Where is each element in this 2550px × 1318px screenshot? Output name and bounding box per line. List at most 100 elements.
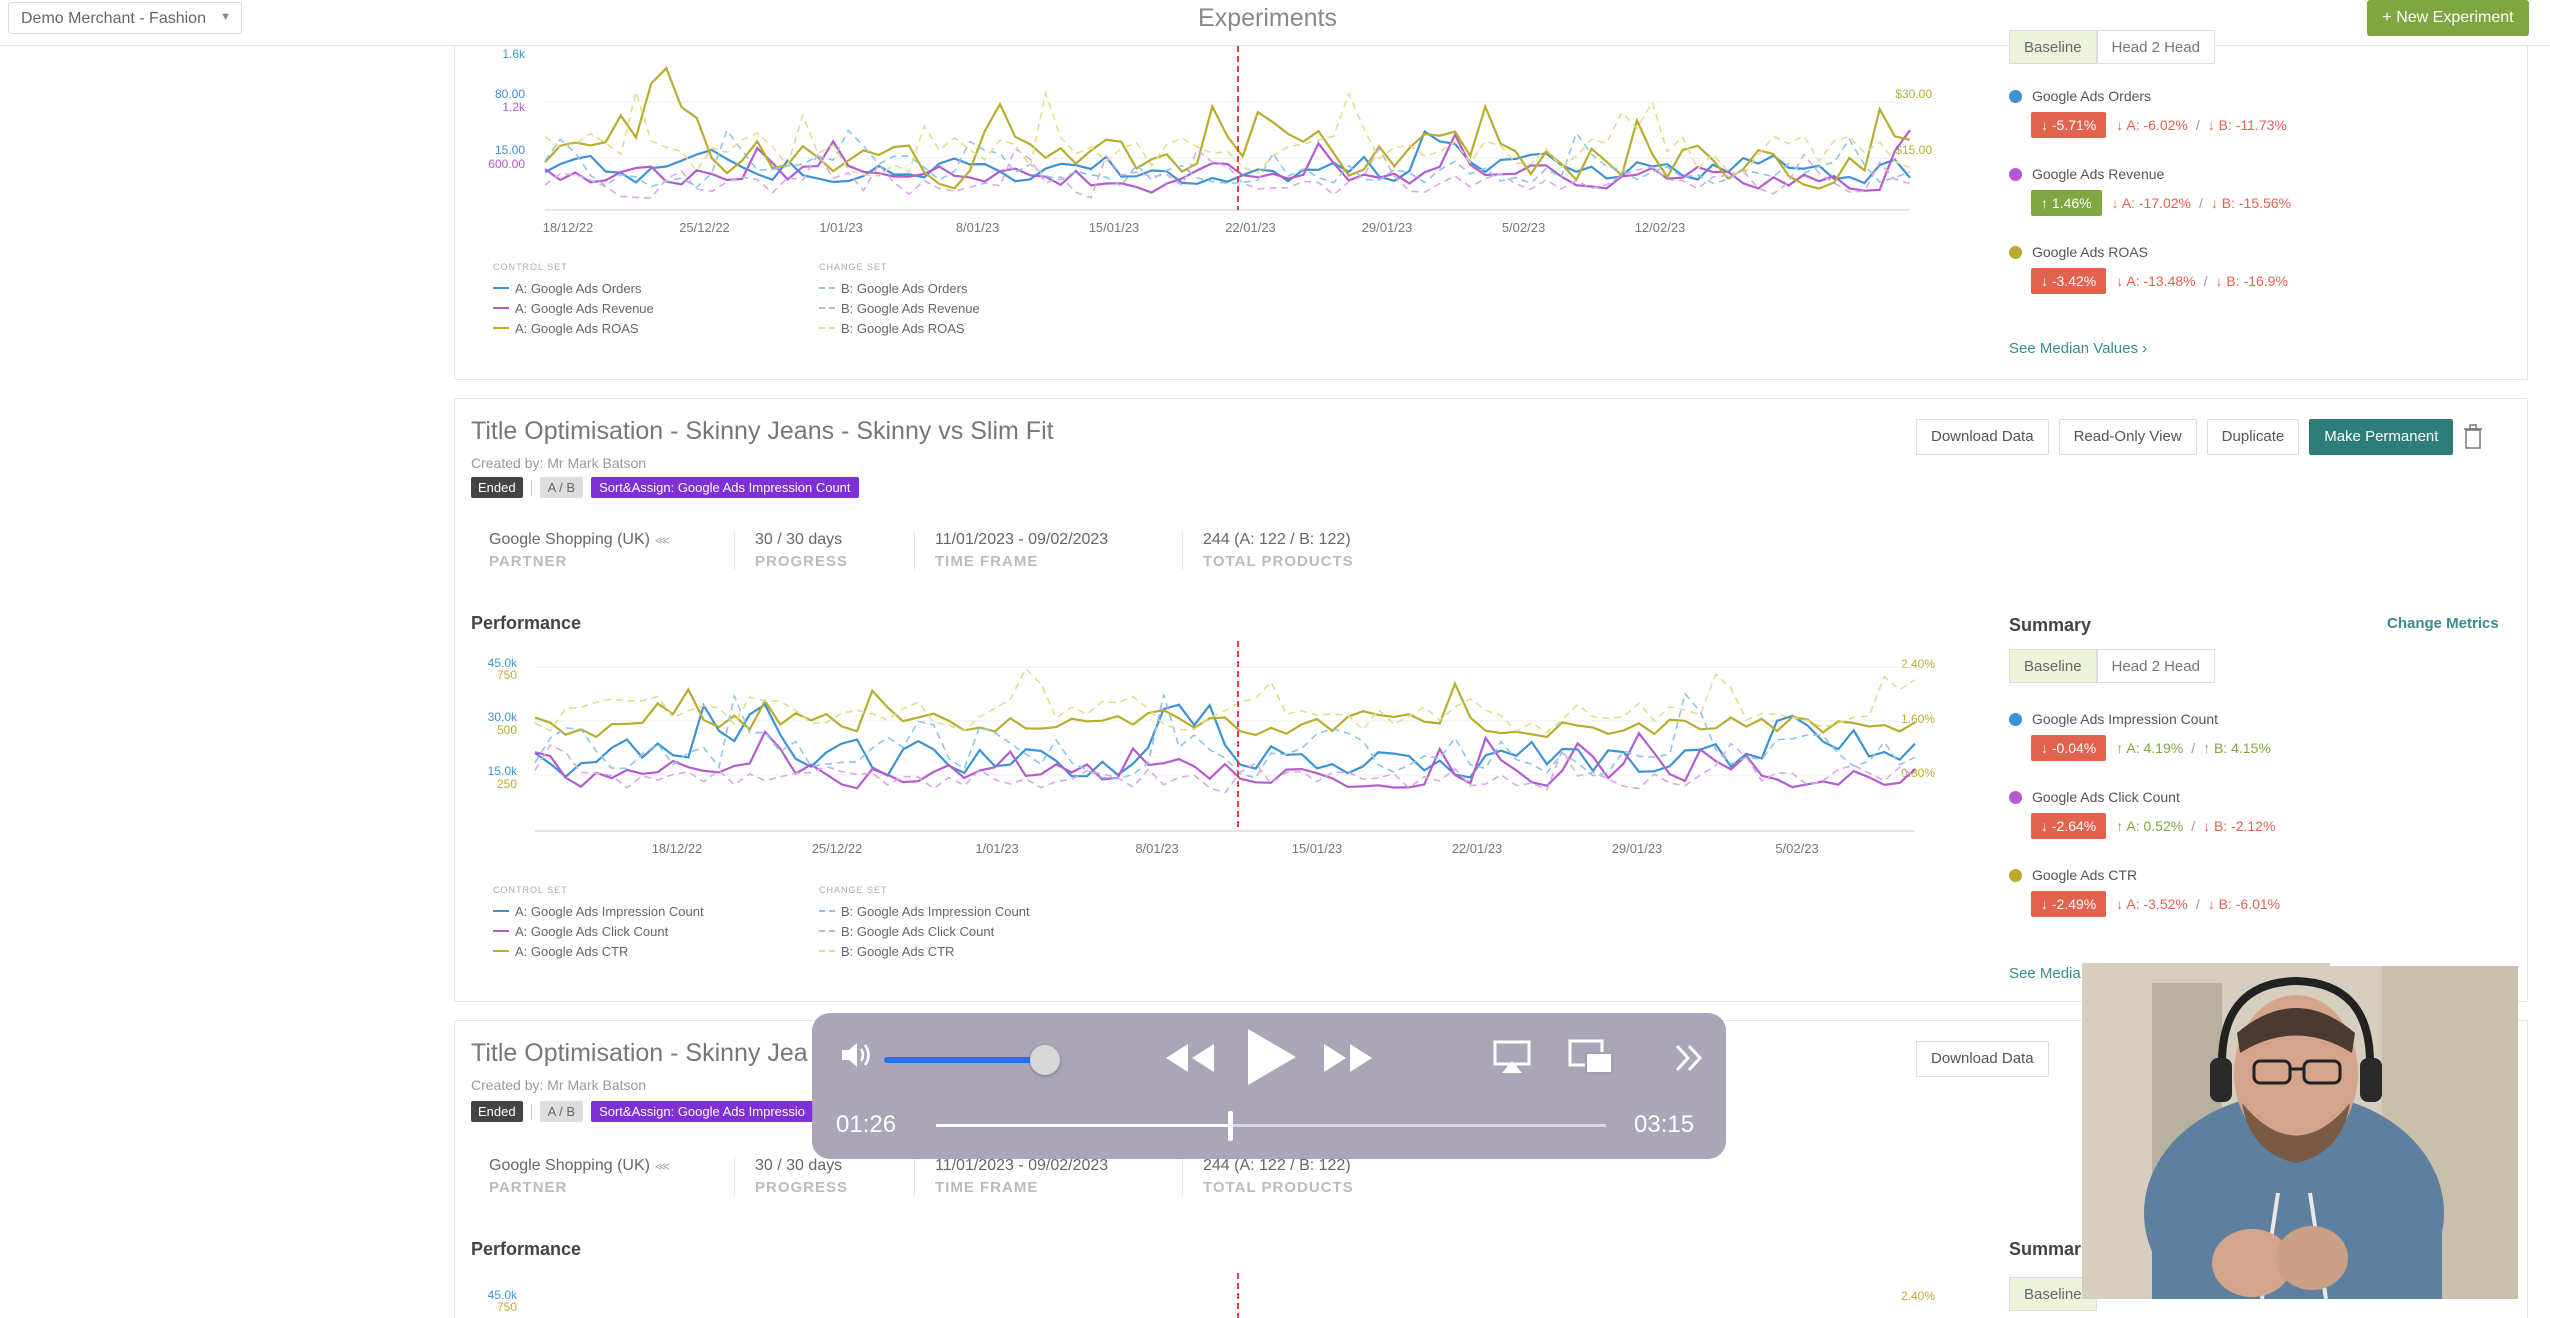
y-tick-impr-2: 30.0k — [488, 710, 518, 724]
tab-head-2-head[interactable]: Head 2 Head — [2096, 649, 2215, 683]
legend-control-header: CONTROL SET — [493, 262, 568, 272]
legend-item: B: Google Ads Orders — [819, 278, 980, 298]
tab-head-2-head[interactable]: Head 2 Head — [2096, 30, 2215, 64]
status-badge: Ended — [471, 1101, 523, 1122]
download-data-button[interactable]: Download Data — [1916, 419, 2049, 455]
performance-heading: Performance — [471, 1239, 582, 1259]
legend-item: A: Google Ads CTR — [493, 941, 704, 961]
y-tick-ctr-1: 2.40% — [1901, 657, 1935, 671]
fast-forward-icon[interactable] — [1322, 1041, 1374, 1080]
legend-change-header: CHANGE SET — [819, 262, 888, 272]
see-median-link[interactable]: See Media — [2009, 965, 2081, 982]
legend-item: A: Google Ads ROAS — [493, 318, 654, 338]
legend-change-2: CHANGE SET B: Google Ads Impression Coun… — [819, 885, 1030, 961]
diff-badge: ↑ 1.46% — [2031, 190, 2102, 216]
legend-change-1: CHANGE SET B: Google Ads Orders B: Googl… — [819, 262, 980, 338]
legend-item: A: Google Ads Orders — [493, 278, 654, 298]
new-experiment-button[interactable]: + New Experiment — [2367, 0, 2529, 36]
legend-item: B: Google Ads Click Count — [819, 921, 1030, 941]
tab-baseline[interactable]: Baseline — [2009, 649, 2097, 683]
x-tick-label: 18/12/22 — [543, 220, 594, 235]
webcam-video — [2082, 963, 2518, 1299]
scrubber-handle[interactable] — [1227, 1111, 1233, 1141]
series-b-revenue — [544, 146, 1911, 199]
top-bar: Demo Merchant - Fashion ▼ Experiments + … — [0, 0, 2550, 46]
x-tick-label: 15/01/23 — [1292, 841, 1343, 856]
x-tick-label: 25/12/22 — [812, 841, 863, 856]
metric-clicks: Google Ads Click Count ↓ -2.64% ↑ A: 0.52… — [2009, 789, 2275, 839]
x-tick-label: 29/01/23 — [1612, 841, 1663, 856]
created-by: Created by: Mr Mark Batson — [471, 455, 647, 471]
legend-item: B: Google Ads CTR — [819, 941, 1030, 961]
trash-icon[interactable] — [2463, 424, 2483, 450]
metric-ctr: Google Ads CTR ↓ -2.49% ↓ A: -3.52% / ↓ B: … — [2009, 867, 2280, 917]
read-only-view-button[interactable]: Read-Only View — [2058, 419, 2197, 455]
x-tick-label: 8/01/23 — [1135, 841, 1178, 856]
y-tick-orders-3: 600.00 — [488, 157, 525, 171]
legend-item: A: Google Ads Click Count — [493, 921, 704, 941]
x-tick-label: 5/02/23 — [1775, 841, 1818, 856]
badge-row: Ended A / B Sort&Assign: Google Ads Impr… — [471, 1101, 813, 1122]
metric-dot — [2009, 89, 2022, 103]
duplicate-button[interactable]: Duplicate — [2206, 419, 2300, 455]
y-tick-orders-1: 1.6k — [502, 47, 526, 61]
summary-tabs-1: Baseline Head 2 Head — [2009, 30, 2215, 64]
series-b-roas — [544, 88, 1911, 177]
more-chevron-icon[interactable] — [1674, 1043, 1704, 1078]
series-b-clicks — [534, 742, 1916, 794]
scrubber-track[interactable] — [936, 1124, 1606, 1127]
rewind-icon[interactable] — [1164, 1041, 1216, 1080]
series-a-clicks — [534, 729, 1916, 790]
created-by: Created by: Mr Mark Batson — [471, 1077, 647, 1093]
volume-icon[interactable] — [836, 1035, 876, 1080]
experiment-card-1: 1.6k 80.00 1.2k 15.00 600.00 $30.00 $15.… — [454, 30, 2528, 380]
x-tick-label: 5/02/23 — [1502, 220, 1545, 235]
see-median-link[interactable]: See Median Values › — [2009, 340, 2148, 357]
ab-badge: A / B — [539, 1101, 584, 1122]
airplay-icon[interactable] — [1492, 1039, 1532, 1080]
play-icon[interactable] — [1242, 1027, 1298, 1092]
experiment-card-2: Title Optimisation - Skinny Jeans - Skin… — [454, 398, 2528, 1002]
experiment-title: Title Optimisation - Skinny Jeans - Skin… — [471, 417, 1054, 445]
legend-control-1: CONTROL SET A: Google Ads Orders A: Goog… — [493, 262, 654, 338]
partner-cell: Google Shopping (UK) ⋘ PARTNER — [469, 531, 735, 570]
y-tick-revenue-2: 15.00 — [495, 143, 525, 157]
video-player-controls: 01:26 03:15 — [812, 1013, 1726, 1159]
status-badge: Ended — [471, 477, 523, 498]
experiment-title: Title Optimisation - Skinny Jea — [471, 1039, 808, 1067]
diff-badge: ↓ -2.64% — [2031, 813, 2107, 839]
download-data-button[interactable]: Download Data — [1916, 1041, 2049, 1077]
picture-in-picture-icon[interactable] — [1568, 1039, 1614, 1080]
tab-baseline[interactable]: Baseline — [2009, 30, 2097, 64]
performance-heading: Performance — [471, 613, 582, 633]
x-tick-label: 25/12/22 — [679, 220, 730, 235]
x-tick-label: 22/01/23 — [1452, 841, 1503, 856]
x-tick-label: 15/01/23 — [1089, 220, 1140, 235]
volume-slider-knob[interactable] — [1029, 1045, 1060, 1075]
merchant-select[interactable]: Demo Merchant - Fashion ▼ — [8, 2, 242, 34]
y-tick-ctr-2: 1.60% — [1901, 712, 1935, 726]
share-icon: ⋘ — [654, 535, 671, 547]
badge-row: Ended A / B Sort&Assign: Google Ads Impr… — [471, 477, 859, 498]
timeframe-cell: 11/01/2023 - 09/02/2023 TIME FRAME — [915, 531, 1183, 570]
y-tick-revenue-1: 80.00 — [495, 87, 525, 101]
x-tick-label: 1/01/23 — [975, 841, 1018, 856]
diff-badge: ↓ -2.49% — [2031, 891, 2107, 917]
metric-impressions: Google Ads Impression Count ↓ -0.04% ↑ A:… — [2009, 711, 2271, 761]
y-tick-orders-2: 1.2k — [502, 100, 526, 114]
change-metrics-link[interactable]: Change Metrics — [2387, 615, 2499, 632]
series-b-ctr — [534, 667, 1916, 734]
make-permanent-button[interactable]: Make Permanent — [2309, 419, 2454, 455]
partner-label: PARTNER — [489, 553, 568, 570]
legend-control-2: CONTROL SET A: Google Ads Impression Cou… — [493, 885, 704, 961]
metric-roas: Google Ads ROAS ↓ -3.42% ↓ A: -13.48% / ↓ B… — [2009, 244, 2288, 294]
series-a-impressions — [534, 702, 1916, 779]
merchant-label: Demo Merchant - Fashion — [21, 10, 206, 27]
info-row: Google Shopping (UK) ⋘ PARTNER 30 / 30 d… — [469, 531, 1423, 570]
products-cell: 244 (A: 122 / B: 122) TOTAL PRODUCTS — [1203, 531, 1354, 570]
x-tick-label: 12/02/23 — [1635, 220, 1686, 235]
ab-badge: A / B — [539, 477, 584, 498]
performance-chart-1: 1.6k 80.00 1.2k 15.00 600.00 $30.00 $15.… — [488, 46, 1932, 235]
volume-slider-track[interactable] — [884, 1057, 1045, 1063]
tab-baseline[interactable]: Baseline — [2009, 1277, 2097, 1311]
